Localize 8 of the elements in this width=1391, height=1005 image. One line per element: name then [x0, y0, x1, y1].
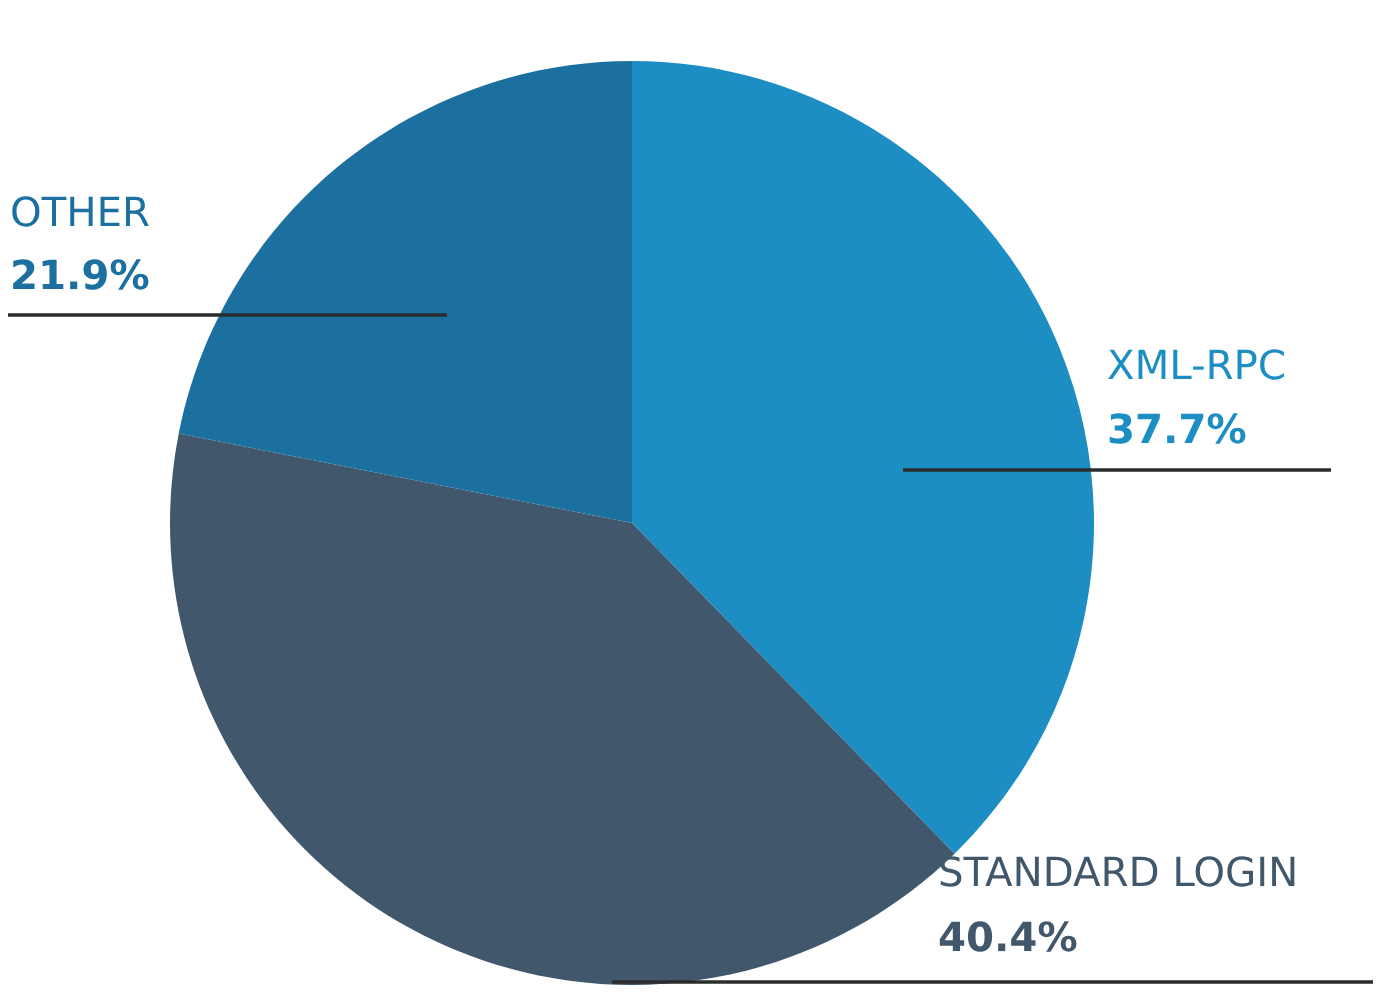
- slice-label: OTHER: [12, 196, 149, 227]
- slice-label: STANDARD LOGIN: [940, 856, 1295, 887]
- pie-slice: [632, 61, 1094, 854]
- pie-slice: [178, 61, 632, 523]
- data-label: 40.4%: [939, 921, 1077, 952]
- slice-label: XML-RPC: [1108, 349, 1284, 380]
- data-label: 37.7%: [1109, 413, 1246, 444]
- data-label: 21.9%: [13, 259, 149, 290]
